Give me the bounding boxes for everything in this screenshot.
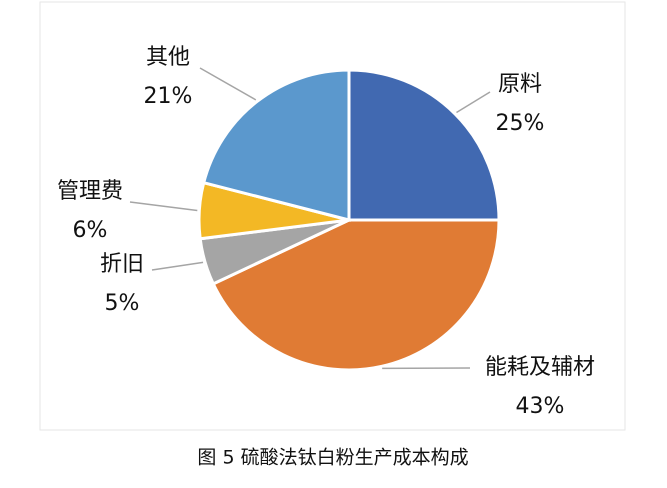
pie-slice <box>347 68 501 222</box>
pie-slice <box>201 68 351 222</box>
slice-label: 能耗及辅材 <box>485 355 595 380</box>
leader-line <box>151 261 204 271</box>
slice-label: 折旧 <box>100 252 144 277</box>
chart-frame <box>39 1 626 431</box>
leader-line <box>456 91 491 114</box>
slice-value-label: 6% <box>73 218 108 243</box>
slice-label: 原料 <box>498 72 542 97</box>
slice-label: 管理费 <box>57 179 123 204</box>
slice-value-label: 21% <box>144 84 193 109</box>
slice-label: 其他 <box>146 45 190 70</box>
slice-value-label: 5% <box>105 291 140 316</box>
slice-value-label: 25% <box>496 111 545 136</box>
slice-value-label: 43% <box>516 394 565 419</box>
pie-slice <box>211 218 501 372</box>
leader-line <box>199 67 257 101</box>
leader-line <box>129 201 198 212</box>
caption: 图 5 硫酸法钛白粉生产成本构成 <box>197 447 468 469</box>
